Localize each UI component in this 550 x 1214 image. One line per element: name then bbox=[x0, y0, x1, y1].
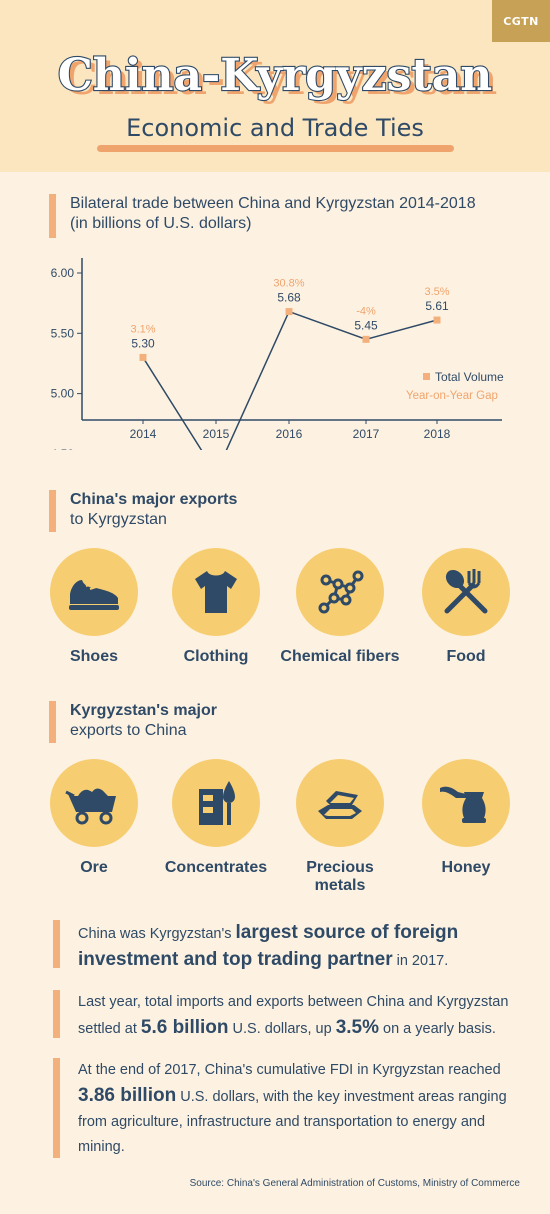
gold-bars-icon bbox=[318, 791, 362, 819]
china-exports-title-rest: to Kyrgyzstan bbox=[70, 511, 167, 528]
kyrgyz-exports-row: Ore Concentrates Precious metals bbox=[0, 759, 550, 894]
value-label: 5.45 bbox=[354, 318, 378, 332]
trade-line-chart: 6.005.505.004.504.0020142015201620172018… bbox=[51, 258, 504, 450]
legend-swatch bbox=[423, 373, 430, 380]
kyrgyz-exports-title-strong: Kyrgyzstan's major bbox=[70, 702, 217, 719]
fork-spoon-icon bbox=[444, 569, 488, 614]
legend-yoy-gap: Year-on-Year Gap bbox=[406, 390, 498, 402]
export-label: Food bbox=[446, 648, 486, 665]
source-note: Source: China's General Administration o… bbox=[189, 1178, 520, 1189]
concentrate-icon bbox=[199, 781, 235, 825]
molecule-icon bbox=[318, 570, 364, 614]
shoe-icon bbox=[69, 580, 119, 610]
honey-pot-icon bbox=[440, 786, 486, 823]
x-tick-label: 2018 bbox=[424, 427, 451, 441]
value-label: 5.68 bbox=[277, 291, 301, 305]
cgtn-logo: CGTN bbox=[492, 0, 550, 42]
y-tick-label: 5.50 bbox=[51, 326, 75, 340]
trade-unit-note: (in billions of U.S. dollars) bbox=[70, 215, 252, 232]
export-item-food: Food bbox=[406, 548, 526, 666]
export-label: Ore bbox=[80, 859, 108, 876]
export-item-clothing: Clothing bbox=[156, 548, 276, 666]
kyrgyz-exports-title: Kyrgyzstan's major exports to China bbox=[70, 701, 217, 741]
fact-2: Last year, total imports and exports bet… bbox=[53, 990, 526, 1042]
yoy-gap-label: 3.5% bbox=[424, 286, 449, 298]
y-tick-label: 5.00 bbox=[51, 387, 75, 401]
section-marker bbox=[49, 490, 56, 532]
subtitle-underline bbox=[97, 145, 454, 152]
x-tick-label: 2014 bbox=[130, 427, 157, 441]
data-point bbox=[139, 353, 147, 361]
x-tick-label: 2015 bbox=[203, 427, 230, 441]
mine-cart-icon bbox=[65, 788, 116, 825]
fact-3: At the end of 2017, China's cumulative F… bbox=[53, 1058, 526, 1160]
header-banner bbox=[0, 0, 550, 172]
export-label: Precious metals bbox=[306, 859, 374, 894]
china-exports-title: China's major exports to Kyrgyzstan bbox=[70, 490, 237, 530]
export-item-ore: Ore bbox=[34, 759, 154, 877]
y-tick-label: 4.50 bbox=[51, 447, 75, 450]
x-tick-label: 2017 bbox=[353, 427, 380, 441]
trade-section-title: Bilateral trade between China and Kyrgyz… bbox=[70, 194, 476, 234]
data-point bbox=[433, 316, 441, 324]
export-label: Shoes bbox=[69, 648, 118, 665]
fact-emphasis: 5.6 billion bbox=[140, 1017, 229, 1038]
y-tick-label: 6.00 bbox=[51, 266, 75, 280]
export-label: Honey bbox=[441, 859, 491, 876]
data-point bbox=[285, 308, 293, 316]
legend-total-volume: Total Volume bbox=[435, 370, 504, 384]
fact-emphasis: largest source of foreign investment and… bbox=[78, 922, 459, 970]
export-item-precious-metals: Precious metals bbox=[280, 759, 400, 895]
yoy-gap-label: 30.8% bbox=[273, 278, 304, 290]
main-title: China-Kyrgyzstan China-Kyrgyzstan bbox=[57, 49, 498, 105]
export-item-concentrates: Concentrates bbox=[156, 759, 276, 877]
export-item-chemical-fibers: Chemical fibers bbox=[280, 548, 400, 666]
value-label: 5.30 bbox=[131, 336, 155, 350]
tshirt-icon bbox=[195, 571, 237, 613]
subtitle: Economic and Trade Ties bbox=[126, 114, 424, 142]
x-tick-label: 2016 bbox=[276, 427, 303, 441]
fact-emphasis-2: 3.5% bbox=[335, 1017, 379, 1038]
value-label: 5.61 bbox=[425, 299, 449, 313]
section-marker bbox=[49, 701, 56, 743]
svg-text:China-Kyrgyzstan: China-Kyrgyzstan bbox=[58, 50, 492, 101]
china-exports-row: Shoes Clothing Chemic bbox=[0, 548, 550, 678]
yoy-gap-label: -4% bbox=[356, 305, 376, 317]
kyrgyz-exports-title-rest: exports to China bbox=[70, 722, 187, 739]
section-marker bbox=[49, 194, 56, 238]
china-exports-title-strong: China's major exports bbox=[70, 491, 238, 508]
export-item-shoes: Shoes bbox=[34, 548, 154, 666]
trade-title: Bilateral trade between China and Kyrgyz… bbox=[70, 195, 476, 212]
export-item-honey: Honey bbox=[406, 759, 526, 877]
svg-text:China-Kyrgyzstan: China-Kyrgyzstan bbox=[63, 54, 497, 105]
fact-1: China was Kyrgyzstan's largest source of… bbox=[53, 920, 526, 974]
fact-emphasis: 3.86 billion bbox=[78, 1085, 177, 1106]
export-label: Chemical fibers bbox=[280, 648, 400, 665]
yoy-gap-label: 3.1% bbox=[130, 323, 155, 335]
export-label: Concentrates bbox=[164, 859, 268, 876]
export-label: Clothing bbox=[183, 648, 249, 665]
data-point bbox=[362, 335, 370, 343]
